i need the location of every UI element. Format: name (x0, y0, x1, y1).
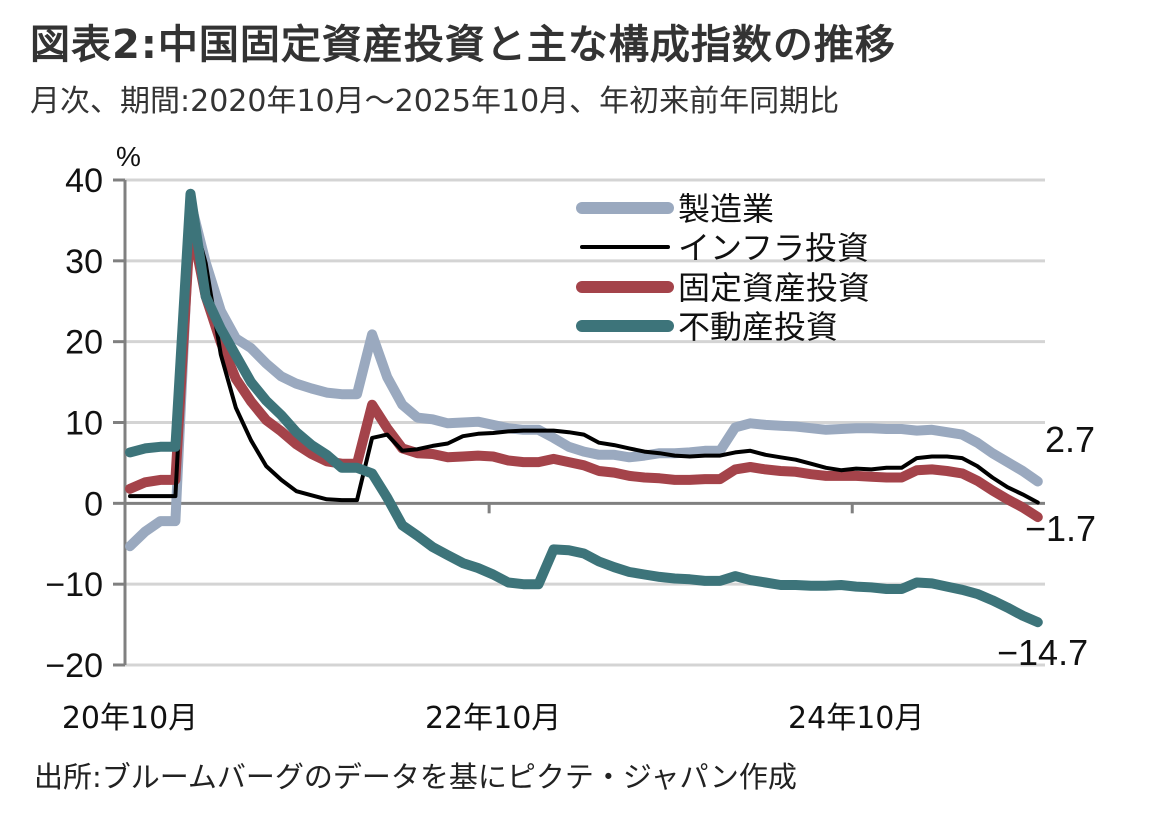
series-line-3 (125, 188, 1043, 628)
series-line-1 (128, 205, 1040, 505)
chart-subtitle: 月次、期間:2020年10月～2025年10月、年初来前年同期比 (30, 84, 840, 119)
y-tick-label: −20 (45, 647, 103, 685)
x-tick-labels: 20年10月 22年10月 24年10月 (62, 701, 925, 736)
legend-label: インフラ投資 (678, 229, 869, 267)
legend-label: 製造業 (678, 190, 774, 228)
end-labels: 2.7 −1.7 −14.7 (997, 419, 1096, 673)
end-value-label: −1.7 (1025, 508, 1096, 549)
x-tick-label: 24年10月 (788, 701, 924, 736)
source-note: 出所:ブルームバーグのデータを基にピクテ・ジャパン作成 (34, 760, 797, 794)
y-tick-label: 30 (65, 243, 103, 281)
legend-label: 固定資産投資 (678, 269, 870, 307)
y-tick-label: 20 (65, 324, 103, 362)
y-tick-label: −10 (45, 566, 103, 604)
y-axis-unit-label: % (116, 141, 141, 172)
end-value-label: 2.7 (1045, 419, 1095, 460)
axes (113, 178, 1045, 667)
y-tick-label: 10 (65, 405, 103, 443)
series-lines (125, 188, 1043, 628)
x-tick-label: 20年10月 (62, 701, 198, 736)
series-line-2 (125, 215, 1043, 523)
gridlines (125, 178, 1045, 667)
legend-label: 不動産投資 (678, 308, 838, 346)
y-tick-label: 0 (84, 485, 103, 523)
x-tick-label: 22年10月 (425, 701, 561, 736)
end-value-label: −14.7 (997, 632, 1088, 673)
series-line-0 (125, 196, 1043, 552)
y-tick-labels: 40 30 20 10 0 −10 −20 (45, 162, 103, 685)
y-tick-label: 40 (65, 162, 103, 200)
chart-title: 図表2:中国固定資産投資と主な構成指数の推移 (30, 22, 896, 68)
